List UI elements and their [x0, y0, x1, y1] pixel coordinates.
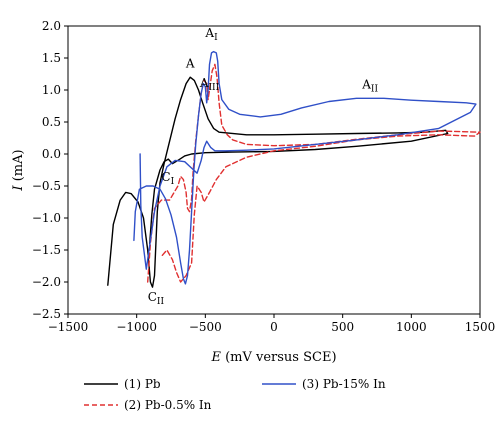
legend-item-3: (3) Pb-15% In [262, 377, 386, 391]
legend-label-1: (1) Pb [124, 377, 161, 391]
y-axis-title: I (mA) [11, 149, 26, 191]
y-tick-label: 2.0 [42, 19, 61, 33]
y-tick-label: −2.0 [32, 275, 61, 289]
y-tick-label: 0.0 [42, 147, 61, 161]
legend-item-1: (1) Pb [84, 377, 161, 391]
y-tick-label: 0.5 [42, 115, 61, 129]
x-tick-label: 1500 [465, 320, 496, 334]
legend-label-2: (2) Pb-0.5% In [124, 398, 212, 412]
annotations: AI A AIII AII CI CII [148, 26, 379, 307]
x-tick-label: 1000 [396, 320, 427, 334]
peak-label: A [185, 57, 195, 71]
y-tick-label: −2.5 [32, 307, 61, 321]
y-tick-label: 1.0 [42, 83, 61, 97]
peak-label: AII [361, 78, 378, 95]
series-line-1 [107, 76, 449, 288]
x-tick-label: −1500 [48, 320, 89, 334]
x-tick-labels: −1500 −1000 −500 0 500 1000 1500 [48, 320, 496, 334]
x-tick-label: 500 [331, 320, 354, 334]
legend-label-3: (3) Pb-15% In [302, 377, 386, 391]
plot-frame [67, 25, 481, 315]
y-tick-label: 1.5 [42, 51, 61, 65]
series-line-2 [147, 63, 481, 283]
tick-marks [64, 25, 481, 318]
x-axis-title: E (mV versus SCE) [210, 350, 336, 365]
legend: (1) Pb (2) Pb-0.5% In (3) Pb-15% In [84, 377, 386, 412]
y-tick-label: −1.5 [32, 243, 61, 257]
series-line-3 [133, 50, 477, 285]
legend-item-2: (2) Pb-0.5% In [84, 398, 212, 412]
x-tick-label: −500 [189, 320, 222, 334]
y-tick-label: −1.0 [32, 211, 61, 225]
peak-label: AIII [199, 76, 220, 93]
peak-label: AI [204, 26, 218, 43]
peak-label: CI [161, 170, 174, 187]
x-tick-label: 0 [270, 320, 278, 334]
series-layer [107, 50, 481, 288]
y-tick-labels: 2.0 1.5 1.0 0.5 0.0 −0.5 −1.0 −1.5 −2.0 −2.5 [32, 19, 61, 321]
peak-label: CII [148, 290, 165, 307]
y-tick-label: −0.5 [32, 179, 61, 193]
x-tick-label: −1000 [116, 320, 157, 334]
